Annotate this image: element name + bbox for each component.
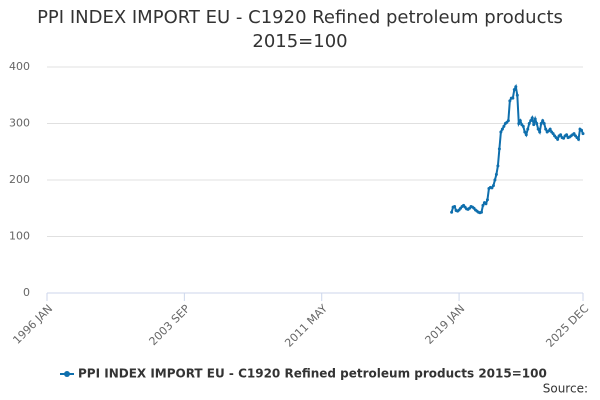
data-point bbox=[538, 130, 542, 134]
data-point bbox=[530, 116, 534, 120]
x-tick-label: 2019 JAN bbox=[423, 302, 468, 347]
data-point bbox=[484, 202, 488, 206]
data-point bbox=[479, 210, 483, 214]
data-point bbox=[542, 122, 546, 125]
data-point bbox=[514, 85, 518, 89]
data-point bbox=[572, 132, 576, 136]
data-point bbox=[562, 136, 566, 140]
legend-symbol bbox=[64, 371, 70, 377]
data-point bbox=[539, 122, 543, 125]
data-point bbox=[581, 132, 585, 136]
data-point bbox=[577, 137, 581, 141]
y-tick-label: 400 bbox=[9, 60, 30, 73]
data-point bbox=[485, 198, 489, 202]
chart-title: PPI INDEX IMPORT EU - C1920 Refined petr… bbox=[37, 7, 563, 52]
data-point bbox=[529, 119, 533, 123]
data-point bbox=[548, 127, 552, 131]
data-point bbox=[491, 184, 495, 188]
data-point bbox=[493, 178, 497, 182]
data-point bbox=[453, 205, 457, 209]
data-point bbox=[526, 127, 530, 131]
data-point bbox=[532, 123, 536, 127]
data-point bbox=[524, 133, 528, 137]
data-point bbox=[518, 119, 522, 123]
data-point bbox=[559, 133, 563, 137]
data-point bbox=[515, 93, 519, 97]
data-point bbox=[565, 133, 569, 137]
data-point bbox=[521, 124, 525, 128]
legend-label: PPI INDEX IMPORT EU - C1920 Refined petr… bbox=[78, 367, 547, 381]
data-point bbox=[580, 128, 584, 132]
data-point bbox=[494, 172, 498, 176]
data-point bbox=[490, 186, 494, 190]
x-tick-label: 2011 MAY bbox=[282, 302, 330, 350]
data-point bbox=[511, 96, 515, 100]
x-tick-label: 1996 JAN bbox=[10, 302, 55, 347]
data-point bbox=[497, 147, 501, 151]
y-tick-label: 0 bbox=[23, 286, 30, 299]
x-tick-label: 2003 SEP bbox=[147, 302, 193, 348]
data-point bbox=[551, 132, 555, 136]
series-line bbox=[450, 83, 584, 214]
data-point bbox=[506, 119, 510, 123]
data-point bbox=[499, 130, 503, 134]
data-point bbox=[500, 127, 504, 131]
data-point bbox=[450, 210, 454, 214]
data-point bbox=[502, 124, 506, 128]
data-point bbox=[517, 122, 521, 125]
data-point bbox=[481, 203, 485, 207]
data-point bbox=[523, 130, 527, 134]
data-point bbox=[533, 117, 537, 121]
y-tick-label: 100 bbox=[9, 230, 30, 243]
source: Source: bbox=[543, 382, 588, 396]
data-point bbox=[536, 127, 540, 131]
data-point bbox=[527, 122, 531, 125]
x-tick-label: 2025 DEC bbox=[543, 302, 591, 350]
data-point bbox=[508, 99, 512, 103]
data-point bbox=[541, 119, 545, 123]
data-point bbox=[496, 164, 500, 168]
data-point bbox=[535, 122, 539, 125]
y-tick-label: 300 bbox=[9, 117, 30, 130]
data-point bbox=[544, 127, 548, 131]
data-point bbox=[512, 88, 516, 92]
y-tick-label: 200 bbox=[9, 173, 30, 186]
data-point bbox=[556, 137, 560, 141]
